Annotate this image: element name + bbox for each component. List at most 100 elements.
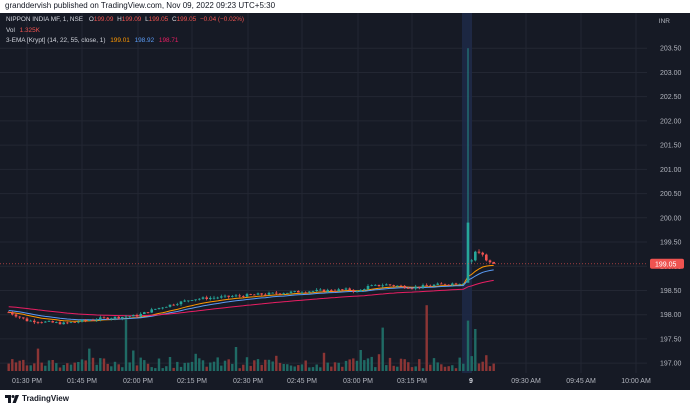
volume-bar (271, 361, 274, 371)
volume-bar (388, 357, 392, 371)
candle-body (69, 322, 73, 323)
volume-bar (432, 358, 436, 371)
ohlc-low-key: L (145, 16, 149, 23)
candle-body (308, 291, 311, 293)
ema-fast-value: 199.01 (110, 37, 130, 44)
volume-bar (40, 362, 43, 371)
volume-bar (11, 359, 14, 371)
volume-bar (315, 364, 318, 371)
candle-body (462, 283, 465, 285)
volume-bar (308, 367, 311, 371)
volume-bar (326, 362, 329, 371)
volume-bar (154, 368, 157, 371)
candle-body (132, 315, 135, 317)
volume-bar (212, 361, 216, 371)
volume-bar (150, 367, 153, 371)
volume-bar (330, 366, 333, 371)
volume-bar (69, 364, 73, 371)
candle-body (447, 284, 450, 286)
tradingview-logo[interactable]: TradingView (5, 394, 69, 403)
volume-bar (66, 363, 69, 371)
volume-bar (91, 357, 95, 371)
chart-area[interactable]: 197.00197.50198.00198.50199.00199.50200.… (0, 13, 690, 390)
volume-bar (168, 357, 172, 371)
ohlc-open-value: 199.09 (93, 16, 114, 23)
candle-body (194, 299, 197, 301)
candle-body (55, 322, 58, 323)
volume-bar (425, 305, 428, 371)
candle-body (91, 320, 95, 321)
volume-bar (73, 362, 76, 371)
volume-bar (414, 366, 417, 371)
time-axis-label: 03:00 PM (343, 378, 373, 385)
candle-body (403, 285, 406, 288)
candle-body (418, 286, 421, 288)
volume-bar (275, 355, 278, 371)
volume-bar (256, 359, 260, 371)
legend-symbol[interactable]: NIPPON INDIA MF, 1, NSE (6, 16, 84, 23)
volume-bar (407, 362, 410, 371)
candle-body (128, 316, 131, 318)
candle-body (304, 292, 307, 294)
candle-body (319, 289, 322, 291)
volume-label[interactable]: Vol (6, 27, 15, 34)
volume-bar (58, 367, 62, 371)
time-axis-label: 01:45 PM (67, 378, 97, 385)
candle-body (311, 291, 315, 292)
price-axis-label: 198.00 (660, 312, 682, 319)
price-axis-label: 202.50 (660, 94, 682, 101)
candle-body (121, 317, 124, 319)
candle-body (333, 290, 337, 292)
volume-bar (187, 362, 190, 371)
volume-bar (429, 364, 432, 371)
candle-body (410, 288, 414, 290)
volume-bar (410, 367, 414, 371)
time-axis-label: 9 (469, 378, 473, 385)
volume-bar (77, 362, 80, 371)
candle-body (51, 321, 54, 323)
candle-body (414, 286, 417, 289)
candle-body (245, 294, 249, 297)
volume-bar (238, 368, 241, 371)
volume-bar (128, 362, 131, 371)
candle-body (436, 283, 439, 285)
candle-body (260, 293, 263, 295)
volume-bar (377, 354, 381, 371)
volume-bar (36, 348, 40, 371)
candle-body (14, 314, 18, 317)
volume-bar (172, 367, 175, 371)
candle-body (388, 284, 392, 286)
volume-bar (403, 359, 406, 371)
candle-body (139, 313, 142, 317)
candle-body (216, 297, 219, 299)
volume-bar (374, 367, 377, 371)
candle-body (238, 295, 241, 297)
volume-bar (44, 365, 47, 371)
price-axis-label: 203.50 (660, 46, 682, 53)
volume-bar (381, 327, 384, 371)
volume-bar (470, 356, 473, 371)
volume-bar (370, 356, 373, 371)
candle-body (190, 300, 194, 301)
volume-bar (447, 366, 450, 371)
candle-body (62, 322, 65, 325)
price-chart[interactable]: 197.00197.50198.00198.50199.00199.50200.… (0, 13, 690, 390)
candle-body (205, 297, 208, 299)
ema-slow-value: 198.71 (158, 37, 179, 44)
candle-body (234, 295, 238, 297)
candle-body (485, 254, 488, 261)
volume-bar (132, 350, 135, 371)
ohlc-high-value: 199.09 (121, 16, 142, 23)
time-axis-label: 03:15 PM (397, 378, 427, 385)
volume-bar (492, 363, 495, 371)
candle-body (47, 321, 51, 322)
candle-body (392, 285, 395, 286)
volume-bar (55, 363, 58, 371)
price-axis-label: 200.50 (660, 191, 682, 198)
ema-indicator-label[interactable]: 3-EMA [Krypt] (14, 22, 55, close, 1) (6, 37, 106, 44)
candle-body (341, 289, 344, 291)
candle-body (443, 283, 447, 285)
candle-body (477, 251, 481, 253)
candle-body (172, 304, 175, 306)
candle-body (223, 295, 227, 297)
